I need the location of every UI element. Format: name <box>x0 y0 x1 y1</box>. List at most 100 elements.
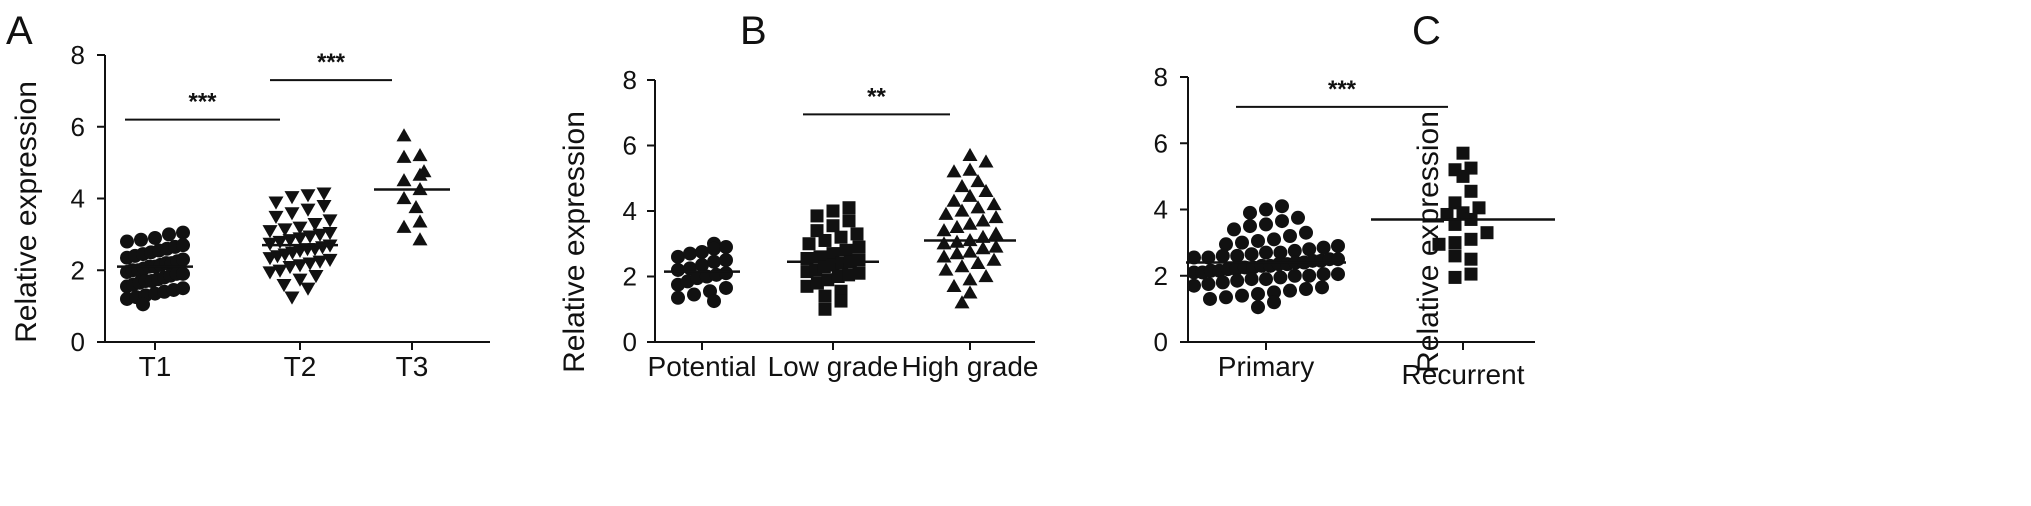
panel-b-circle-point <box>683 246 697 261</box>
panel-a-triangle-down-point <box>292 232 308 246</box>
panel-a-triangle-down-point <box>272 264 288 278</box>
panel-b-triangle-up-point <box>962 244 978 258</box>
panel-b-square-point <box>834 284 848 298</box>
panel-b-y-tick-label: 0 <box>623 327 637 357</box>
panel-c-square-point <box>1464 267 1478 281</box>
panel-c-circle-point <box>1201 277 1216 292</box>
panel-c-circle-point <box>1244 272 1259 287</box>
panel-b-triangle-up-point <box>954 295 970 309</box>
panel-a-triangle-down-point <box>268 210 284 224</box>
panel-c-square-point <box>1440 207 1454 221</box>
panel-b-circle-point <box>719 253 733 268</box>
panel-c-circle-point <box>1251 233 1265 248</box>
panel-b-triangle-up-point <box>949 219 965 233</box>
panel-b-triangle-up-point <box>954 178 970 193</box>
panel-c-y-tick-label: 4 <box>1154 195 1168 225</box>
panel-c-circle-point <box>1273 245 1288 260</box>
panel-a-triangle-down-point <box>302 230 318 244</box>
panel-c-circle-point <box>1203 291 1217 306</box>
panel-a-triangle-down-point <box>322 214 338 228</box>
panel-a-y-tick-label: 8 <box>71 40 85 70</box>
panel-b-axes: 0 2 4 6 8 Potential Low grade High grade <box>623 65 1039 382</box>
panel-b-triangle-up-point <box>949 246 965 260</box>
panel-c-circle-point <box>1259 272 1273 287</box>
panel-c-square-point <box>1472 201 1486 215</box>
panel-b-square-point <box>834 230 848 244</box>
panel-c-square-point <box>1448 249 1462 263</box>
panel-a-triangle-down-point <box>300 189 316 203</box>
panel-a-triangle-down-point <box>292 273 308 287</box>
panel-b-triangle-up-point <box>962 272 978 286</box>
panel-c-circle-point <box>1275 214 1289 229</box>
panel-b-triangle-up-point <box>970 174 986 188</box>
panel-a-circle-point <box>136 297 150 312</box>
panel-a-triangle-down-point <box>282 261 298 275</box>
panel-b-triangle-up-point <box>962 188 978 202</box>
panel-b-triangle-up-point <box>946 278 962 292</box>
panel-c-square-point <box>1480 226 1494 240</box>
panel-a-triangle-up-point <box>412 167 428 181</box>
panel-b-triangle-up-point <box>986 196 1002 211</box>
panel-b-letter: B <box>740 9 767 53</box>
panel-c-circle-point <box>1187 250 1201 265</box>
panel-a-triangle-up-point <box>412 232 428 246</box>
panel-b-y-axis-title: Relative expression <box>558 111 591 373</box>
panel-c-circle-point <box>1291 210 1305 225</box>
panel-c-square-point <box>1448 270 1462 284</box>
panel-b-triangle-up-point <box>962 147 978 161</box>
panel-c-circle-point <box>1267 285 1281 300</box>
panel-b-triangle-up-point <box>975 241 991 255</box>
panel-b-circle-point <box>719 280 733 295</box>
panel-b-circle-point <box>707 254 721 269</box>
panel-a-circle-point <box>162 227 176 242</box>
panel-c-circle-point <box>1259 217 1273 232</box>
panel-c-circle-point <box>1283 229 1297 243</box>
panel-a-y-tick-label: 4 <box>71 184 85 214</box>
panel-b-square-point <box>842 214 856 228</box>
panel-b-square-point <box>839 243 853 257</box>
panel-b-x-tick-label: Low grade <box>768 351 899 382</box>
panel-c-circle-point <box>1251 286 1265 301</box>
panel-b-square-point <box>852 266 866 280</box>
panel-a-circle-point <box>134 232 148 247</box>
panel-a-y-tick-label: 2 <box>71 255 85 285</box>
panel-c-circle-point <box>1299 225 1313 240</box>
panel-b-triangle-up-point <box>946 193 962 207</box>
panel-b-circle-point <box>671 262 685 277</box>
panel-b-triangle-up-point <box>938 262 954 276</box>
panel-c-circle-point <box>1316 267 1331 282</box>
panel-a-triangle-down-point <box>284 191 300 205</box>
panel-c-circle-point <box>1219 290 1233 305</box>
panel-b-square-point <box>810 276 824 290</box>
panel-b-square-point <box>818 302 832 316</box>
panel-a-triangle-down-point <box>307 217 323 232</box>
panel-a-triangle-down-point <box>302 257 318 271</box>
panel-b-circle-point <box>719 266 733 281</box>
panel-c-circle-point <box>1201 250 1216 265</box>
panel-c-circle-point <box>1287 268 1302 283</box>
panel-b-circle-point <box>707 241 721 256</box>
panel-c-square-point <box>1464 252 1478 266</box>
panel-a-triangle-down-point <box>282 234 298 248</box>
panel-a-circle-point <box>176 225 190 240</box>
panel-b-data-points: ** <box>664 83 1016 316</box>
panel-c-circle-point <box>1230 273 1245 288</box>
panel-b-square-point <box>834 294 848 308</box>
panel-c-circle-point <box>1287 243 1302 258</box>
panel-c-circle-point <box>1227 222 1241 237</box>
panel-c-x-tick-label: Recurrent <box>1402 359 1525 390</box>
panel-c-significance-label: *** <box>1328 76 1357 103</box>
panel-a-triangle-up-point <box>396 128 412 142</box>
panel-b-circle-point <box>707 294 721 309</box>
panel-a-data-points: *** *** <box>117 49 450 312</box>
panel-a-triangle-up-point <box>396 173 412 187</box>
panel-a-triangle-down-point <box>300 203 316 217</box>
panel-b-triangle-up-point <box>986 252 1002 266</box>
panel-a-triangle-down-point <box>312 228 328 242</box>
panel-a-letter: A <box>6 9 33 53</box>
panel-b-triangle-up-point <box>988 226 1004 240</box>
panel-c-square-point <box>1456 169 1470 183</box>
panel-a-triangle-up-point <box>396 219 412 233</box>
